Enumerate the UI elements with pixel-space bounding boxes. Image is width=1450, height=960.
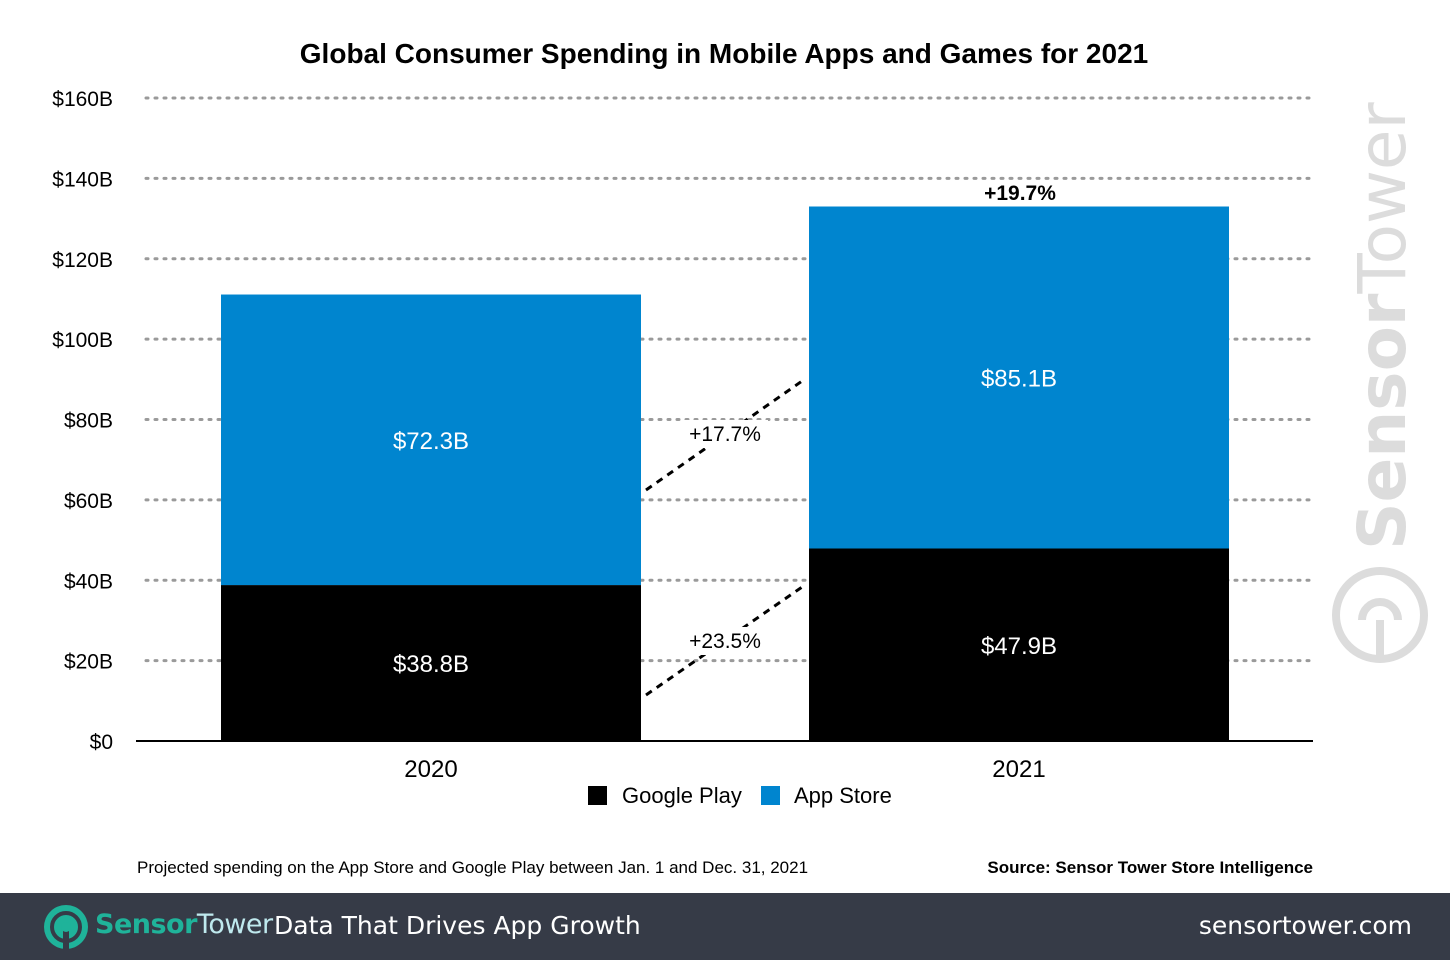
legend: Google Play App Store <box>588 783 892 808</box>
y-tick-label: $20B <box>64 651 113 674</box>
legend-swatch-app-store <box>761 786 780 805</box>
y-tick-label: $0 <box>90 731 113 754</box>
bar-google-play-2021 <box>809 548 1229 741</box>
data-label: $72.3B <box>393 428 469 455</box>
legend-swatch-google-play <box>588 786 607 805</box>
footnote: Projected spending on the App Store and … <box>137 858 808 877</box>
bar-app-store-2020 <box>221 294 641 586</box>
chart: Global Consumer Spending in Mobile Apps … <box>52 38 1428 877</box>
footer-tagline: Data That Drives App Growth <box>274 911 641 940</box>
data-label: $85.1B <box>981 366 1057 393</box>
sensortower-logo-icon <box>44 905 88 951</box>
y-tick-label: $120B <box>52 249 113 272</box>
total-growth-label: +19.7% <box>984 182 1056 205</box>
watermark-text: SensorTower <box>1344 101 1421 550</box>
x-tick-label: 2020 <box>404 756 457 783</box>
x-tick-label: 2021 <box>992 756 1045 783</box>
footer-banner: SensorTower Data That Drives App Growth … <box>0 893 1450 960</box>
footer-website-link[interactable]: sensortower.com <box>1198 911 1412 940</box>
chart-title: Global Consumer Spending in Mobile Apps … <box>300 38 1148 69</box>
watermark-logo-inner-icon <box>1358 598 1402 660</box>
y-tick-label: $40B <box>64 570 113 593</box>
y-tick-label: $140B <box>52 168 113 191</box>
brand-part2: Tower <box>196 909 273 940</box>
app-store-growth-label: +17.7% <box>689 423 761 446</box>
bar-app-store-2021 <box>809 206 1229 549</box>
y-tick-label: $100B <box>52 329 113 352</box>
legend-label-google-play: Google Play <box>622 783 742 808</box>
data-label: $38.8B <box>393 651 469 678</box>
legend-label-app-store: App Store <box>794 783 892 808</box>
brand-part1: Sensor <box>95 909 197 940</box>
y-tick-label: $80B <box>64 410 113 433</box>
google-play-growth-label: +23.5% <box>689 630 761 653</box>
watermark: SensorTower <box>1332 101 1428 663</box>
y-tick-label: $60B <box>64 490 113 513</box>
data-label: $47.9B <box>981 633 1057 660</box>
y-tick-label: $160B <box>52 88 113 111</box>
footer-brand: SensorTower <box>95 909 273 940</box>
source-label: Source: Sensor Tower Store Intelligence <box>987 858 1313 877</box>
bar-google-play-2020 <box>221 585 641 741</box>
y-axis-tick-labels: $0 $20B $40B $60B $80B $100B $120B $140B $160B <box>52 88 113 754</box>
